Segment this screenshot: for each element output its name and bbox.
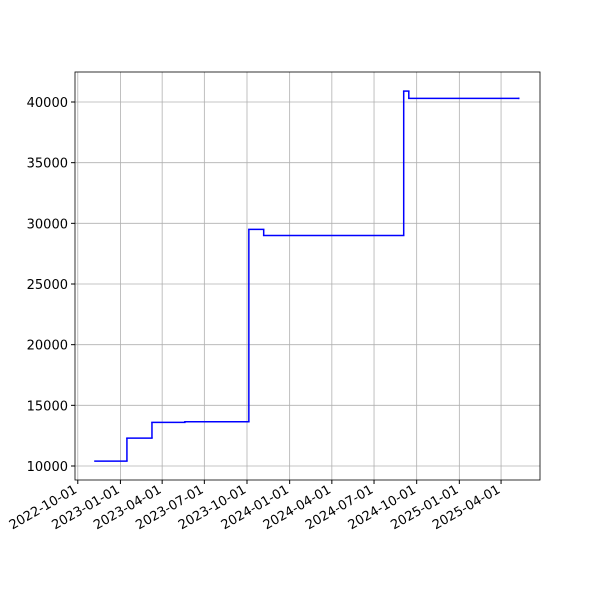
y-tick-label: 15000 bbox=[27, 399, 68, 414]
y-tick-label: 30000 bbox=[27, 217, 68, 232]
y-tick-label: 25000 bbox=[27, 278, 68, 293]
plot-frame bbox=[74, 71, 541, 481]
y-tick-label: 40000 bbox=[27, 96, 68, 111]
y-tick-label: 20000 bbox=[27, 339, 68, 354]
y-tick-label: 10000 bbox=[27, 460, 68, 475]
y-tick-label: 35000 bbox=[27, 157, 68, 172]
